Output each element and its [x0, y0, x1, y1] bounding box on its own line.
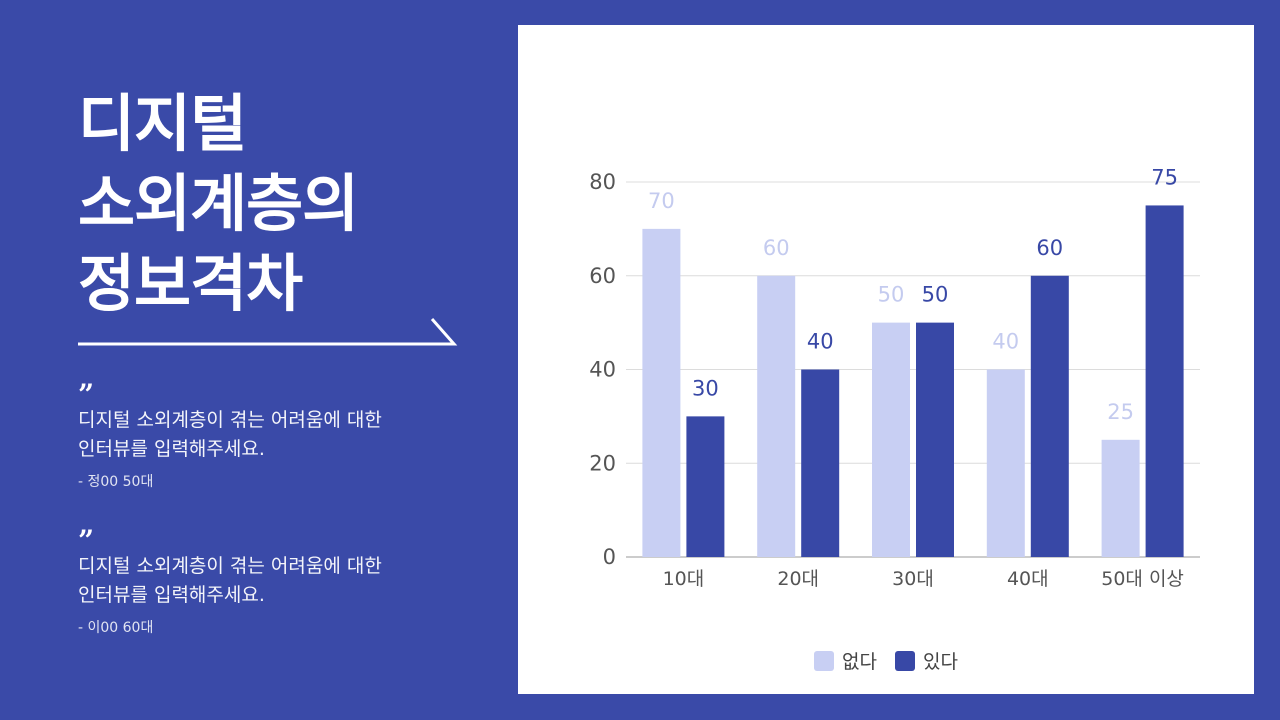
data-label-yes: 50: [922, 283, 949, 307]
quote-mark-icon: ”: [78, 524, 95, 557]
y-tick-label: 0: [603, 545, 616, 569]
quote-text-line: 인터뷰를 입력해주세요.: [78, 584, 265, 606]
bar-none: [986, 369, 1025, 557]
quote-block-2: ” 디지털 소외계층이 겪는 어려움에 대한 인터뷰를 입력해주세요. - 이0…: [78, 524, 498, 638]
legend-label-none: 없다: [842, 651, 877, 673]
y-tick-label: 60: [589, 264, 616, 288]
data-label-none: 60: [763, 236, 790, 260]
quote-author: - 정00 50대: [78, 474, 154, 490]
x-tick-label: 40대: [1007, 568, 1049, 590]
bar-yes: [1145, 205, 1184, 557]
page-title: 디지털 소외계층의 정보격차: [78, 84, 498, 324]
y-tick-label: 80: [589, 170, 616, 194]
quote-text-line: 디지털 소외계층이 겪는 어려움에 대한: [78, 555, 382, 577]
data-label-yes: 60: [1036, 236, 1063, 260]
x-tick-label: 20대: [777, 568, 819, 590]
data-label-yes: 75: [1151, 165, 1178, 189]
quote-text-line: 디지털 소외계층이 겪는 어려움에 대한: [78, 409, 382, 431]
title-divider: [78, 318, 458, 346]
x-tick-label: 10대: [663, 568, 705, 590]
quote-mark-icon: ”: [78, 378, 95, 411]
quote-block-1: ” 디지털 소외계층이 겪는 어려움에 대한 인터뷰를 입력해주세요. - 정0…: [78, 378, 498, 492]
y-tick-label: 20: [589, 451, 616, 475]
bar-chart: 0 20 40 60 80 70 30 10대 60 40 20대 50 50 30대 40 60 40대 25 7…: [589, 165, 1200, 590]
title-line-1: 디지털: [78, 87, 247, 160]
title-line-3: 정보격차: [78, 247, 303, 320]
chart-card: 0 20 40 60 80 70 30 10대 60 40 20대 50 50 30대 40 60 40대 25 7…: [518, 25, 1254, 694]
y-tick-label: 40: [589, 358, 616, 382]
legend-swatch-yes: [895, 650, 915, 671]
quote-text: 디지털 소외계층이 겪는 어려움에 대한 인터뷰를 입력해주세요.: [78, 552, 498, 610]
quote-text-line: 인터뷰를 입력해주세요.: [78, 438, 265, 460]
bar-none: [642, 228, 681, 557]
data-label-yes: 30: [692, 376, 719, 400]
bar-yes: [916, 322, 954, 557]
data-label-none: 70: [648, 189, 675, 213]
title-line-2: 소외계층의: [78, 167, 359, 240]
legend-swatch-none: [814, 650, 835, 671]
quote-text: 디지털 소외계층이 겪는 어려움에 대한 인터뷰를 입력해주세요.: [78, 406, 498, 464]
legend-item-yes: 있다: [895, 647, 958, 674]
x-tick-label: 50대 이상: [1101, 568, 1184, 590]
bar-yes: [801, 369, 840, 557]
bar-yes: [1030, 275, 1069, 557]
legend-label-yes: 있다: [923, 651, 958, 673]
bar-none: [1101, 439, 1140, 557]
data-label-none: 25: [1107, 400, 1134, 424]
chart-legend: 없다 있다: [518, 647, 1254, 674]
data-label-none: 50: [878, 283, 905, 307]
bar-none: [872, 322, 910, 557]
quote-author: - 이00 60대: [78, 620, 154, 636]
legend-item-none: 없다: [814, 647, 877, 674]
data-label-none: 40: [992, 330, 1019, 354]
data-label-yes: 40: [807, 330, 834, 354]
x-tick-label: 30대: [892, 568, 934, 590]
bar-none: [757, 275, 796, 557]
bar-yes: [686, 416, 725, 557]
